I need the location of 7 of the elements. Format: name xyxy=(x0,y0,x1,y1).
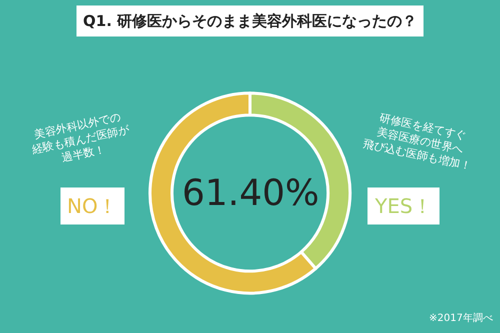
text: 美容外科以外での 経験も積んだ医師が 過半数！ xyxy=(30,110,132,165)
text: ※2017年調べ xyxy=(429,312,493,324)
slice-label: NO！ xyxy=(67,194,118,218)
text: 研修医を経てすぐ 美容医療の世界へ 飛び込む医師も増加！ xyxy=(362,111,472,173)
slice-label: YES！ xyxy=(374,194,433,218)
chart-title: Q1. 研修医からそのまま美容外科医になったの？ xyxy=(83,12,418,30)
text: 61.40% xyxy=(182,173,320,214)
